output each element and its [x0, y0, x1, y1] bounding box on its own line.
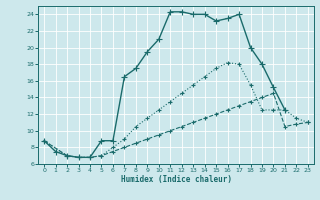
X-axis label: Humidex (Indice chaleur): Humidex (Indice chaleur) — [121, 175, 231, 184]
